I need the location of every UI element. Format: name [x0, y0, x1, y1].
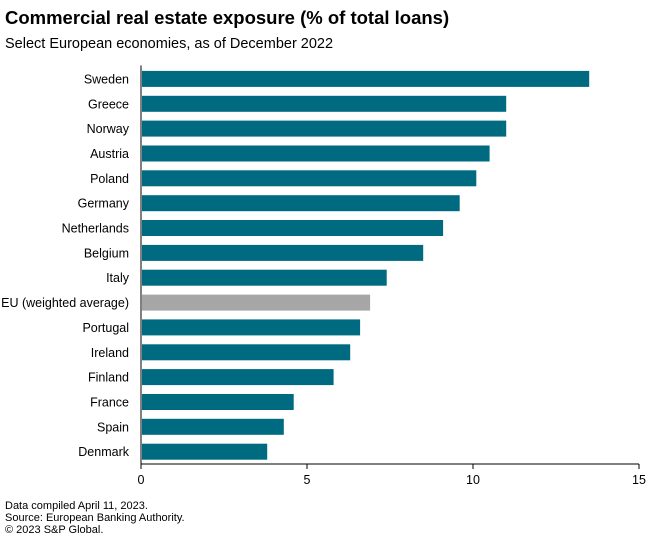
- chart-title: Commercial real estate exposure (% of to…: [5, 7, 450, 28]
- category-label-austria: Austria: [90, 147, 129, 161]
- bar-portugal: [142, 319, 361, 336]
- category-label-ireland: Ireland: [91, 346, 129, 360]
- footer-copyright: © 2023 S&P Global.: [5, 524, 104, 536]
- bar-france: [142, 394, 294, 410]
- bar-greece: [142, 95, 507, 112]
- category-label-denmark: Denmark: [78, 445, 129, 459]
- footer-source: Source: European Banking Authority.: [5, 512, 185, 524]
- bar-sweden: [142, 70, 590, 87]
- bar-italy: [142, 269, 387, 286]
- category-label-norway: Norway: [87, 122, 130, 136]
- category-label-italy: Italy: [106, 271, 130, 285]
- x-tick-label-5: 5: [304, 473, 311, 487]
- x-tick-label-10: 10: [466, 473, 480, 487]
- bar-eu-weighted-average: [142, 294, 371, 311]
- x-tick-label-15: 15: [632, 473, 646, 487]
- category-label-germany: Germany: [78, 197, 130, 211]
- bar-germany: [142, 195, 460, 212]
- bar-spain: [142, 418, 284, 435]
- category-label-sweden: Sweden: [84, 72, 129, 86]
- category-label-finland: Finland: [88, 371, 129, 385]
- category-label-france: France: [90, 396, 129, 410]
- bar-netherlands: [142, 220, 444, 236]
- category-label-netherlands: Netherlands: [62, 222, 129, 236]
- bar-austria: [142, 145, 490, 162]
- bar-belgium: [142, 244, 424, 261]
- bar-norway: [142, 120, 507, 137]
- bar-poland: [142, 170, 477, 187]
- bar-denmark: [142, 443, 268, 460]
- category-label-portugal: Portugal: [82, 321, 129, 335]
- x-tick-label-0: 0: [138, 473, 145, 487]
- footer-data-compiled: Data compiled April 11, 2023.: [5, 500, 148, 512]
- bar-finland: [142, 369, 334, 386]
- category-label-spain: Spain: [97, 420, 129, 434]
- chart-subtitle: Select European economies, as of Decembe…: [5, 36, 334, 52]
- category-label-poland: Poland: [90, 172, 129, 186]
- category-label-eu-weighted-average: EU (weighted average): [1, 296, 129, 310]
- category-label-belgium: Belgium: [84, 246, 129, 260]
- category-label-greece: Greece: [88, 97, 129, 111]
- bar-ireland: [142, 344, 351, 361]
